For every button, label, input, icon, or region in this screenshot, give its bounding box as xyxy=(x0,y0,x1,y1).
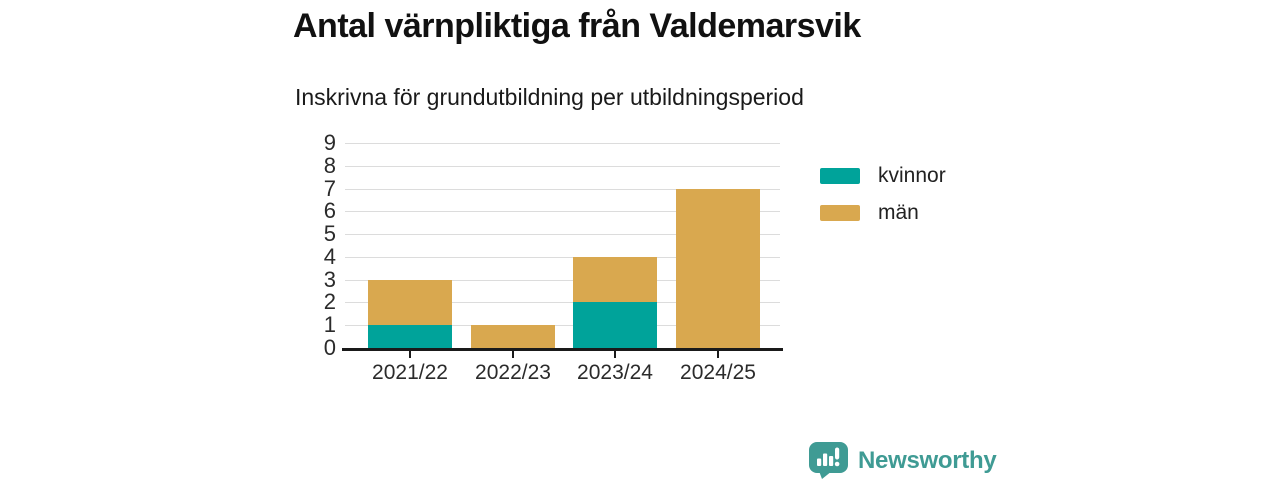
y-tick-label: 6 xyxy=(323,198,336,224)
grid-line xyxy=(345,188,780,190)
grid-line xyxy=(345,211,780,213)
chart-title: Antal värnpliktiga från Valdemarsvik xyxy=(293,7,861,45)
newsworthy-logo-text: Newsworthy xyxy=(858,446,997,474)
grid-line xyxy=(345,256,780,258)
x-axis-line xyxy=(342,348,783,351)
legend-label: män xyxy=(878,201,919,224)
grid-line xyxy=(345,165,780,167)
y-tick-label: 3 xyxy=(323,266,336,292)
newsworthy-logo: Newsworthy xyxy=(806,441,997,480)
bar-segment-kvinnor-2021/22 xyxy=(368,325,452,348)
grid-line xyxy=(345,234,780,236)
legend-swatch xyxy=(820,168,860,184)
x-axis-tick xyxy=(512,351,514,358)
legend-item-kvinnor: kvinnor xyxy=(820,164,946,188)
y-tick-label: 7 xyxy=(323,175,336,201)
legend-label: kvinnor xyxy=(878,164,946,187)
bar-segment-män-2023/24 xyxy=(573,256,657,303)
y-tick-label: 4 xyxy=(323,243,336,269)
grid-line xyxy=(345,302,780,304)
bar-segment-män-2024/25 xyxy=(676,188,760,348)
y-tick-label: 8 xyxy=(323,152,336,178)
bar-segment-män-2022/23 xyxy=(471,325,555,348)
x-tick-label: 2022/23 xyxy=(475,361,551,384)
y-tick-label: 2 xyxy=(323,289,336,315)
bar-segment-män-2021/22 xyxy=(368,279,452,326)
x-tick-label: 2021/22 xyxy=(372,361,448,384)
grid-line xyxy=(345,325,780,327)
grid-line xyxy=(345,279,780,281)
y-tick-label: 1 xyxy=(323,312,336,338)
y-tick-label: 0 xyxy=(323,335,336,360)
newsworthy-logo-icon xyxy=(809,442,848,479)
legend: kvinnor män xyxy=(820,164,946,238)
x-axis-tick xyxy=(614,351,616,358)
y-tick-label: 5 xyxy=(323,221,336,247)
x-tick-label: 2023/24 xyxy=(577,361,653,384)
grid-line xyxy=(345,143,780,144)
x-axis-tick xyxy=(717,351,719,358)
x-tick-label: 2024/25 xyxy=(680,361,756,384)
x-axis-tick xyxy=(409,351,411,358)
chart-subtitle: Inskrivna för grundutbildning per utbild… xyxy=(295,84,804,110)
y-tick-label: 9 xyxy=(323,130,336,155)
plot-area: 2021/22 2022/23 2023/24 2024/25 xyxy=(342,143,783,384)
legend-item-män: män xyxy=(820,201,946,225)
legend-swatch xyxy=(820,205,860,221)
bar-segment-kvinnor-2023/24 xyxy=(573,302,657,348)
